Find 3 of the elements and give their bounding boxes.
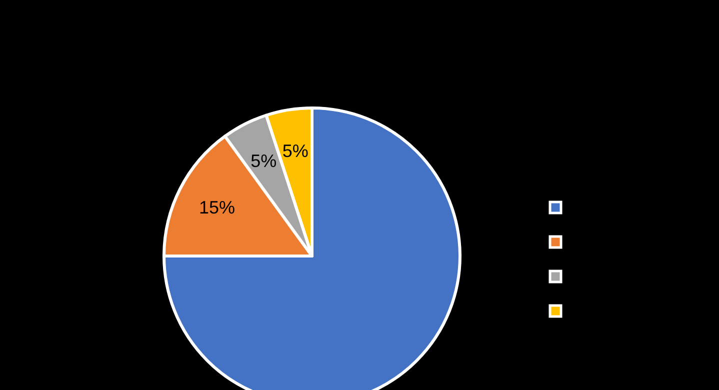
data-label: 5% [250, 151, 277, 172]
data-label: 15% [199, 198, 236, 218]
data-label: 5% [282, 140, 308, 161]
